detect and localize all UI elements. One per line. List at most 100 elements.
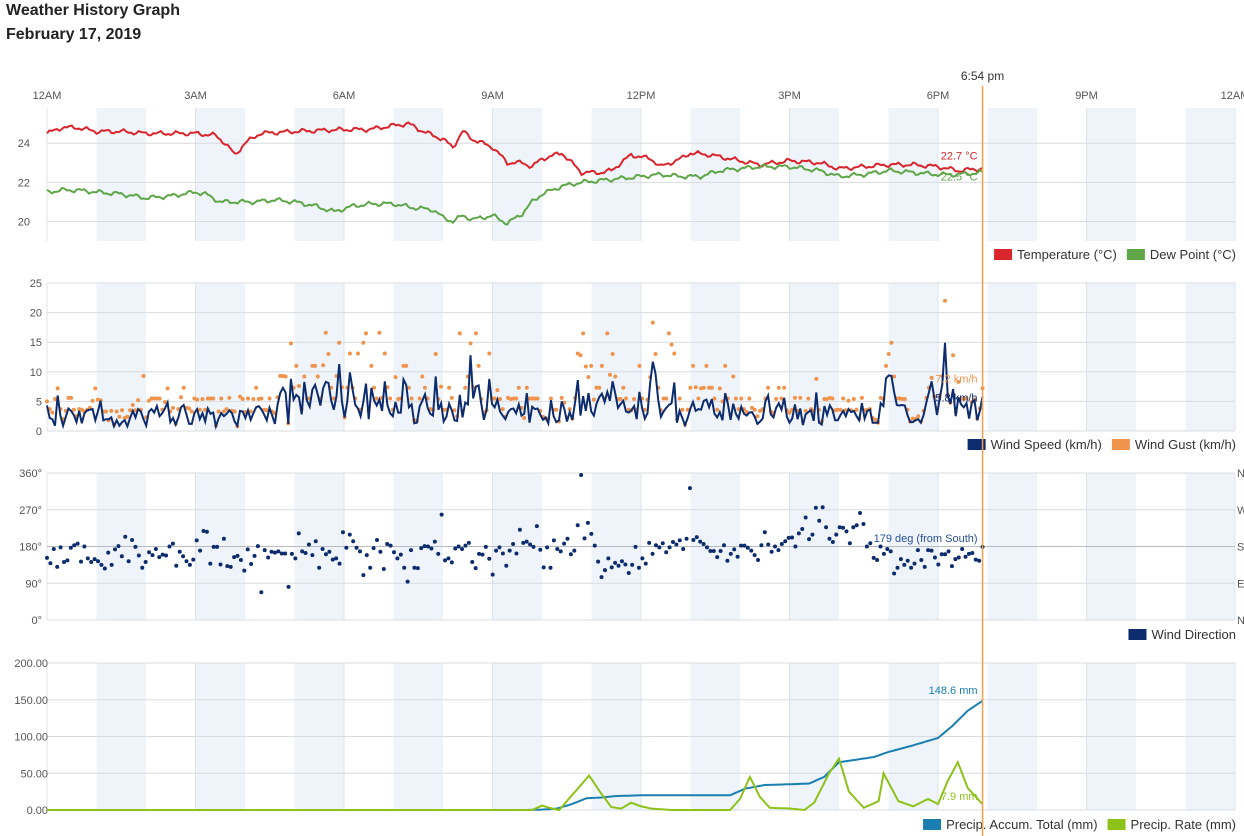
wind-direction-point xyxy=(834,532,839,537)
wind-gust-point xyxy=(388,396,393,401)
wind-gust-point xyxy=(624,396,629,401)
wind-direction-point xyxy=(68,545,73,550)
wind-direction-point xyxy=(92,557,97,562)
wind-direction-point xyxy=(800,526,805,531)
wind-direction-point xyxy=(245,547,250,552)
wind-gust-point xyxy=(90,398,95,403)
wind-gust-point xyxy=(283,374,288,379)
wind-direction-point xyxy=(150,553,155,558)
wind-gust-point xyxy=(723,363,728,368)
current-wind-direction-label: 179 deg (from South) xyxy=(874,533,978,545)
wind-gust-point xyxy=(500,407,505,412)
wind-direction-point xyxy=(65,558,70,563)
wind-direction-point xyxy=(320,546,325,551)
wind-gust-point xyxy=(417,396,422,401)
wind-direction-point xyxy=(351,539,356,544)
wind-direction-point xyxy=(75,541,80,546)
wind-direction-point xyxy=(191,557,196,562)
wind-direction-point xyxy=(701,542,706,547)
wind-gust-point xyxy=(618,397,623,402)
legend-label: Wind Gust (km/h) xyxy=(1135,437,1236,452)
wind-direction-point xyxy=(592,543,597,548)
wind-direction-point xyxy=(555,546,560,551)
wind-gust-point xyxy=(524,385,529,390)
wind-direction-point xyxy=(575,523,580,528)
wind-gust-point xyxy=(109,408,114,413)
wind-direction-point xyxy=(660,541,665,546)
wind-gust-point xyxy=(838,407,843,412)
wind-direction-point xyxy=(830,540,835,545)
wind-gust-point xyxy=(578,353,583,358)
wind-direction-point xyxy=(885,546,890,551)
wind-gust-point xyxy=(476,363,481,368)
current-wind-speed-label: 5.8 km/h xyxy=(935,392,977,404)
wind-gust-point xyxy=(321,363,326,368)
wind-direction-point xyxy=(881,551,886,556)
wind-gust-point xyxy=(468,341,473,346)
y-right-label: N xyxy=(1237,615,1244,627)
wind-direction-point xyxy=(198,548,203,553)
wind-gust-point xyxy=(197,407,202,412)
wind-direction-point xyxy=(858,511,863,516)
wind-gust-point xyxy=(859,395,864,400)
wind-direction-point xyxy=(364,553,369,558)
wind-direction-point xyxy=(497,545,502,550)
wind-direction-point xyxy=(487,556,492,561)
wind-gust-point xyxy=(621,385,626,390)
wind-direction-point xyxy=(728,551,733,556)
wind-direction-point xyxy=(528,542,533,547)
wind-direction-point xyxy=(681,546,686,551)
wind-direction-point xyxy=(548,565,553,570)
wind-direction-point xyxy=(749,548,754,553)
y-tick-label: 5 xyxy=(36,396,42,408)
wind-gust-point xyxy=(221,409,226,414)
wind-gust-point xyxy=(355,351,360,356)
wind-direction-point xyxy=(147,550,152,555)
wind-direction-point xyxy=(477,551,482,556)
wind-direction-point xyxy=(357,549,362,554)
wind-gust-point xyxy=(125,414,130,419)
wind-direction-point xyxy=(473,566,478,571)
wind-direction-point xyxy=(255,544,260,549)
wind-direction-point xyxy=(303,551,308,556)
legend-swatch xyxy=(967,439,986,450)
wind-direction-point xyxy=(596,559,601,564)
wind-direction-point xyxy=(824,525,829,530)
wind-direction-point xyxy=(330,557,335,562)
wind-direction-point xyxy=(259,590,264,595)
wind-gust-point xyxy=(447,385,452,390)
wind-gust-point xyxy=(709,385,714,390)
wind-direction-point xyxy=(470,560,475,565)
wind-gust-point xyxy=(548,396,553,401)
wind-direction-point xyxy=(841,525,846,530)
wind-direction-point xyxy=(504,563,509,568)
wind-gust-point xyxy=(369,363,374,368)
wind-direction-point xyxy=(657,545,662,550)
legend-swatch xyxy=(1111,439,1130,450)
wind-direction-point xyxy=(85,556,90,561)
wind-gust-point xyxy=(463,385,468,390)
wind-direction-point xyxy=(568,552,573,557)
wind-direction-point xyxy=(514,551,519,556)
wind-gust-point xyxy=(929,375,934,380)
wind-direction-point xyxy=(116,544,121,549)
wind-direction-point xyxy=(109,562,114,567)
wind-direction-point xyxy=(844,529,849,534)
wind-direction-point xyxy=(136,553,141,558)
y-right-label: E xyxy=(1237,578,1244,590)
wind-direction-point xyxy=(915,548,920,553)
wind-direction-point xyxy=(524,539,529,544)
wind-direction-point xyxy=(449,560,454,565)
wind-direction-point xyxy=(228,564,233,569)
wind-direction-point xyxy=(640,556,645,561)
wind-gust-point xyxy=(203,407,208,412)
wind-gust-point xyxy=(613,374,618,379)
wind-gust-point xyxy=(162,399,167,404)
wind-speed-line xyxy=(46,342,984,431)
wind-direction-point xyxy=(96,559,101,564)
wind-gust-point xyxy=(361,340,366,345)
wind-direction-point xyxy=(45,555,49,560)
wind-direction-point xyxy=(500,551,505,556)
y-tick-label: 0.00 xyxy=(27,805,48,817)
